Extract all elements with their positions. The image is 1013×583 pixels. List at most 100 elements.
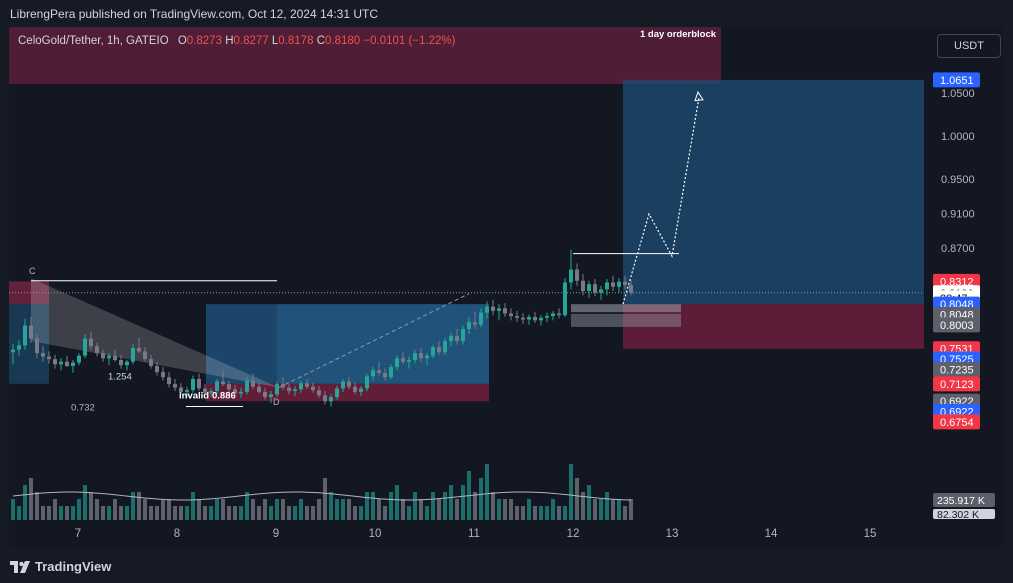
candle-body [419,353,423,359]
candle-body [143,351,147,360]
volume-bar [347,499,351,520]
volume-bar [617,499,621,520]
candle-body [161,372,165,378]
middle-zone-blue [206,304,489,384]
y-tick-label: 0.9500 [941,174,975,186]
candle-body [113,355,117,360]
volume-bar [143,499,147,520]
volume-bar [557,506,561,520]
left-zone-red [9,281,49,305]
candle-body [167,377,171,385]
volume-bar [179,506,183,520]
entry-zone-top [571,304,681,313]
projection-arrowhead [694,90,704,102]
candle-body [347,381,351,387]
symbol-name: CeloGold/Tether, 1h, GATEIO [18,35,169,47]
y-tick-label: 1.0500 [941,88,975,100]
candle-body [425,355,429,359]
volume-bar [323,478,327,520]
volume-label-text: 235.917 K [937,495,985,507]
orderblock-label: 1 day orderblock [640,29,717,40]
candle-body [443,341,447,353]
volume-bar [113,499,117,520]
volume-bar [89,492,93,520]
candle-body [479,312,483,325]
orderblock-zone [9,27,721,84]
chart-canvas[interactable]: 1 day orderblock C D 1.254 0.732 invalid 0.886… [9,27,1003,547]
candle-body [149,359,153,367]
candle-body [203,388,207,393]
volume-bar [551,499,555,520]
volume-bar [23,485,27,520]
volume-bar [317,499,321,520]
wedge-shape [31,278,279,388]
fib-label: 1.254 [108,371,132,382]
candle-body [257,386,261,392]
volume-bar [419,499,423,520]
candle-body [65,361,69,367]
publisher-line: LibrengPera published on TradingView.com… [10,7,379,21]
candle-body [35,338,39,354]
tradingview-logo[interactable]: TradingView [10,559,111,574]
candle-body [287,387,291,392]
volume-bar [203,506,207,520]
volume-bar [407,506,411,520]
price-label-bg [933,361,980,377]
candle-body [533,316,537,321]
volume-bar [29,478,33,520]
y-tick-label: 1.0000 [941,131,975,143]
volume-bar [575,478,579,520]
volume-bar [611,499,615,520]
candle-body [599,289,603,293]
x-tick-label: 15 [864,528,877,540]
candle-body [269,394,273,398]
volume-bar [251,499,255,520]
candle-body [293,389,297,392]
volume-bar [299,499,303,520]
candle-body [395,358,399,367]
chart-frame[interactable]: 1 day orderblock C D 1.254 0.732 invalid 0.886… [9,27,1003,547]
footer-brand: TradingView [35,559,112,574]
projection-path [622,97,700,305]
volume-bar [563,506,567,520]
tradingview-logo-icon [10,560,30,573]
volume-bar [377,499,381,520]
candle-body [341,381,345,389]
candle-body [119,360,123,366]
candle-body [629,285,633,293]
volume-bar [533,506,537,520]
currency-button[interactable]: USDT [937,34,1001,58]
target-zone [623,79,924,305]
volume-bar [281,499,285,520]
open-value: 0.8273 [186,35,222,47]
candle-body [245,380,249,392]
volume-bar [155,506,159,520]
candle-body [623,281,627,286]
candle-body [473,322,477,325]
candle-body [521,317,525,320]
candle-body [335,388,339,398]
volume-bar [233,506,237,520]
candle-body [329,397,333,402]
high-label: H [225,35,234,47]
volume-bar [353,506,357,520]
x-tick-label: 10 [369,528,382,540]
candle-body [569,269,573,283]
candle-body [551,313,555,317]
candle-body [371,370,375,377]
volume-bar [77,499,81,520]
entry-zone-bottom [571,313,681,327]
x-tick-label: 13 [666,528,679,540]
volume-bar [389,492,393,520]
candle-body [527,316,531,320]
volume-bar [35,492,39,520]
volume-bar [593,499,597,520]
candle-body [593,284,597,293]
volume-bar [545,506,549,520]
volume-bar [629,499,633,520]
low-label: L [271,35,279,47]
candle-body [587,284,591,292]
candle-body [353,386,357,392]
candle-body [83,338,87,356]
candle-body [449,335,453,342]
